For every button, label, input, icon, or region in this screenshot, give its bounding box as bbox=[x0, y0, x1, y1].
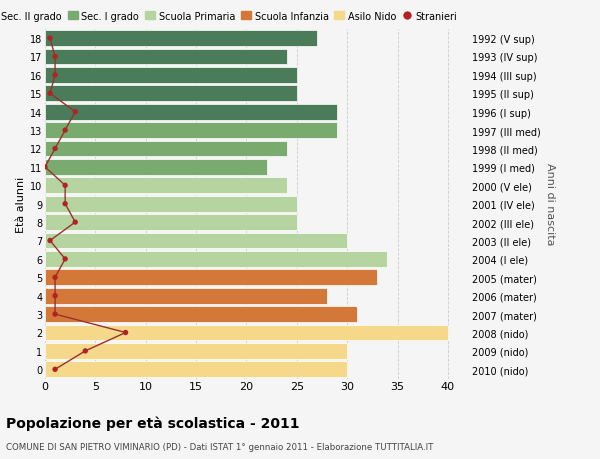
Point bbox=[80, 347, 90, 355]
Y-axis label: Età alunni: Età alunni bbox=[16, 176, 26, 232]
Bar bbox=[45, 196, 297, 212]
Bar bbox=[45, 105, 337, 120]
Bar bbox=[45, 160, 266, 175]
Point bbox=[50, 311, 60, 318]
Bar bbox=[45, 325, 448, 341]
Point bbox=[61, 256, 70, 263]
Point bbox=[61, 127, 70, 134]
Point bbox=[45, 90, 55, 98]
Point bbox=[40, 164, 50, 171]
Point bbox=[45, 237, 55, 245]
Bar bbox=[45, 50, 287, 65]
Bar bbox=[45, 252, 388, 267]
Point bbox=[61, 201, 70, 208]
Text: Popolazione per età scolastica - 2011: Popolazione per età scolastica - 2011 bbox=[6, 415, 299, 430]
Point bbox=[70, 219, 80, 226]
Point bbox=[45, 35, 55, 43]
Bar bbox=[45, 123, 337, 139]
Bar bbox=[45, 233, 347, 249]
Bar bbox=[45, 31, 317, 47]
Bar bbox=[45, 270, 377, 285]
Text: COMUNE DI SAN PIETRO VIMINARIO (PD) - Dati ISTAT 1° gennaio 2011 - Elaborazione : COMUNE DI SAN PIETRO VIMINARIO (PD) - Da… bbox=[6, 442, 433, 451]
Point bbox=[50, 72, 60, 79]
Legend: Sec. II grado, Sec. I grado, Scuola Primaria, Scuola Infanzia, Asilo Nido, Stran: Sec. II grado, Sec. I grado, Scuola Prim… bbox=[0, 11, 458, 22]
Bar bbox=[45, 215, 297, 230]
Point bbox=[50, 292, 60, 300]
Point bbox=[121, 329, 130, 336]
Bar bbox=[45, 288, 327, 304]
Point bbox=[50, 146, 60, 153]
Bar bbox=[45, 362, 347, 377]
Point bbox=[50, 366, 60, 373]
Point bbox=[61, 182, 70, 190]
Bar bbox=[45, 343, 347, 359]
Bar bbox=[45, 68, 297, 84]
Point bbox=[50, 274, 60, 281]
Point bbox=[70, 109, 80, 116]
Bar bbox=[45, 141, 287, 157]
Bar bbox=[45, 307, 357, 322]
Point bbox=[50, 54, 60, 61]
Bar bbox=[45, 86, 297, 102]
Bar bbox=[45, 178, 287, 194]
Y-axis label: Anni di nascita: Anni di nascita bbox=[545, 163, 555, 246]
